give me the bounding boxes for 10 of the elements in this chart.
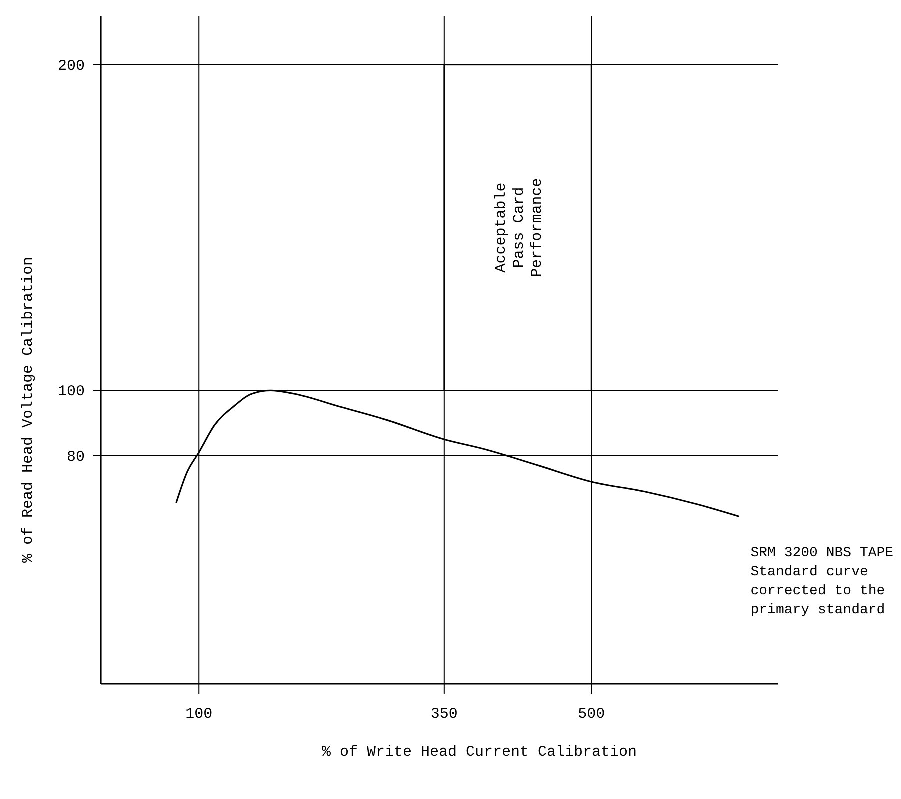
x-tick-label: 100 — [186, 706, 213, 723]
x-tick-label: 350 — [430, 706, 458, 723]
y-axis-title: % of Read Head Voltage Calibration — [20, 256, 37, 564]
band-label: Acceptable Pass Card Performance — [492, 178, 546, 278]
x-tick-label: 500 — [578, 706, 606, 723]
y-tick-label: 80 — [66, 448, 85, 466]
y-tick-label: 100 — [58, 384, 85, 401]
text: SRM 3200 NBS TAPE Standard curve corrected to the primary standard — [750, 546, 894, 619]
y-tick-label: 200 — [58, 58, 85, 75]
x-axis-title: % of Write Head Current Calibration — [322, 744, 638, 761]
